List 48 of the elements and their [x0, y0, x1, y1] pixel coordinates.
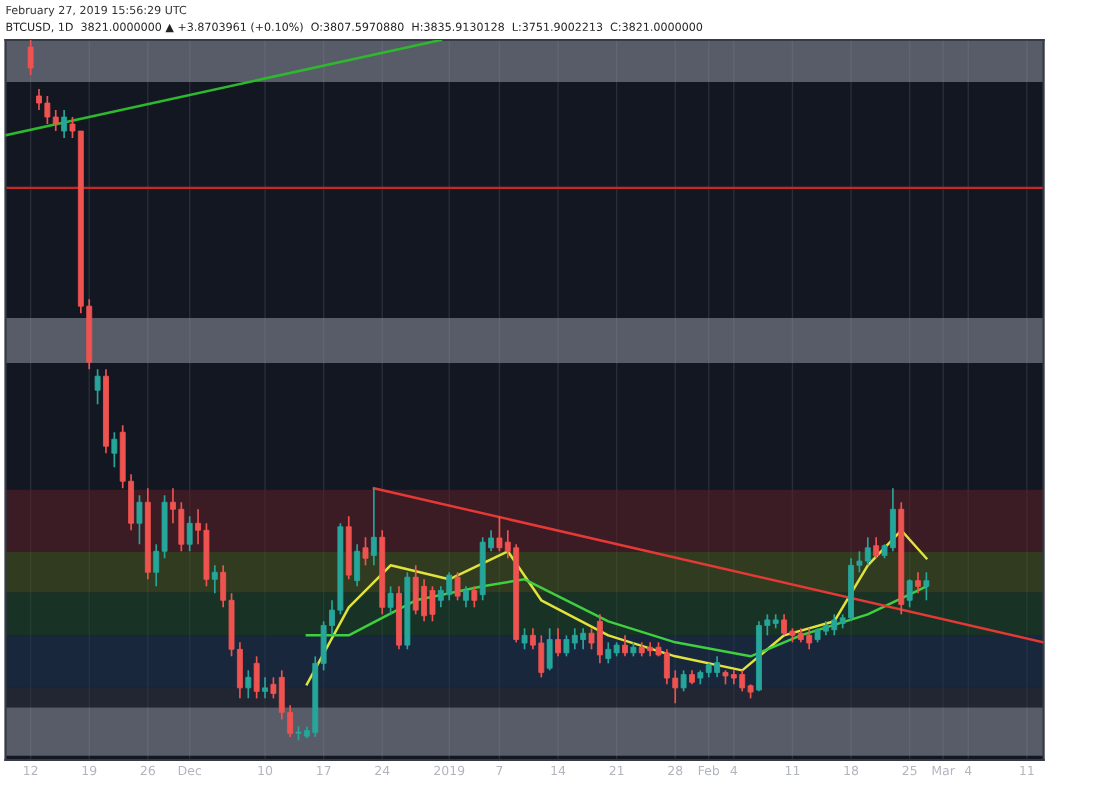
candlestick — [44, 95, 51, 125]
candlestick — [262, 676, 268, 700]
candlestick — [571, 627, 578, 651]
candlestick — [370, 487, 377, 567]
candlestick — [454, 571, 461, 602]
candlestick — [714, 655, 721, 679]
candlestick — [831, 613, 838, 637]
candlestick — [889, 487, 896, 553]
candlestick — [178, 501, 185, 553]
candlestick — [429, 585, 436, 623]
candlestick — [596, 613, 603, 665]
candlestick — [923, 571, 930, 602]
candlestick — [588, 627, 595, 651]
candlestick — [546, 627, 553, 672]
candlestick — [563, 634, 570, 658]
candlestick — [471, 585, 478, 609]
candlestick — [496, 515, 503, 553]
candlestick — [622, 634, 628, 658]
candlestick — [412, 564, 419, 616]
candlestick — [61, 109, 68, 139]
candlestick — [387, 585, 394, 616]
candlestick — [873, 536, 880, 560]
candlestick — [27, 40, 34, 76]
candlestick — [186, 515, 193, 553]
candlestick — [906, 578, 913, 609]
candlestick — [806, 627, 813, 651]
candlestick — [245, 669, 252, 700]
candlestick — [111, 431, 118, 469]
candlestick — [739, 669, 746, 693]
candlestick — [446, 571, 453, 602]
candlestick — [663, 648, 670, 686]
candlestick — [521, 627, 528, 651]
candlestick — [421, 578, 428, 623]
candlestick — [52, 109, 59, 132]
candlestick — [136, 494, 143, 546]
candlestick — [680, 669, 687, 693]
candlestick — [463, 585, 469, 609]
candlestick — [605, 641, 612, 665]
candlestick — [94, 368, 101, 406]
candlestick — [555, 627, 561, 658]
candlestick — [864, 536, 871, 567]
candlestick — [538, 634, 545, 679]
candlestick — [915, 571, 921, 595]
candlestick — [253, 655, 260, 700]
candlestick — [354, 543, 361, 588]
candlestick — [362, 536, 369, 567]
candlestick — [580, 627, 587, 651]
candlestick — [211, 564, 218, 595]
